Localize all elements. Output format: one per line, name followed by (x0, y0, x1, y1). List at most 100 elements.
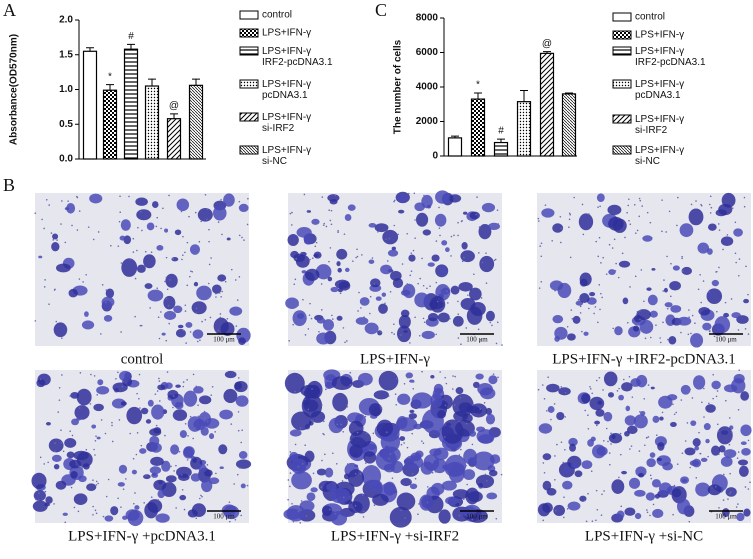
cell-dot (393, 323, 395, 325)
cell-cluster (430, 393, 443, 408)
cell-dot (568, 226, 570, 228)
cell-cluster (652, 415, 660, 423)
cell-cluster (105, 288, 115, 299)
cell-dot (178, 450, 181, 453)
cell-cluster (622, 297, 629, 305)
cell-dot (184, 304, 187, 307)
cell-cluster (542, 480, 552, 491)
cell-dot (95, 435, 97, 437)
cell-dot (289, 472, 292, 474)
cell-cluster (718, 445, 726, 453)
cell-dot (594, 306, 597, 308)
cell-cluster (96, 385, 110, 395)
cell-cluster (125, 509, 140, 521)
cell-dot (547, 424, 550, 427)
cell-cluster (183, 390, 198, 407)
cell-dot (582, 233, 585, 236)
cell-dot (744, 486, 747, 488)
cell-dot (394, 439, 397, 442)
cell-dot (426, 486, 429, 488)
scale-label: 100 μm (466, 513, 488, 521)
bar-annotation: @ (169, 100, 179, 111)
bar-annotation: @ (542, 38, 552, 49)
cell-cluster (165, 273, 178, 288)
cell-dot (454, 375, 456, 378)
cell-dot (691, 314, 694, 317)
y-tick-label: 6000 (416, 47, 439, 58)
cell-dot (175, 464, 177, 467)
cell-cluster (670, 421, 677, 428)
cell-dot (686, 422, 689, 424)
cell-dot (484, 473, 487, 476)
cell-cluster (121, 258, 138, 277)
cell-dot (414, 237, 416, 239)
cell-cluster (427, 262, 435, 267)
cell-dot (155, 424, 158, 427)
error-bar (192, 78, 200, 86)
cell-dot (198, 497, 201, 500)
cell-dot (299, 427, 302, 429)
cell-cluster (485, 413, 496, 425)
cell-dot (653, 418, 655, 420)
cell-dot (639, 318, 641, 321)
cell-cluster (448, 194, 462, 203)
cell-cluster (692, 458, 702, 468)
cell-dot (568, 218, 571, 221)
cell-cluster (368, 403, 383, 416)
legend-swatch (239, 145, 259, 155)
cell-cluster (86, 483, 97, 491)
cell-cluster (76, 417, 81, 421)
cell-dot (649, 514, 651, 517)
cell-dot (132, 457, 135, 460)
cell-cluster (700, 457, 708, 462)
cell-cluster (396, 492, 416, 511)
cell-dot (688, 316, 690, 318)
cell-dot (97, 231, 100, 233)
cell-dot (71, 434, 74, 437)
cell-dot (340, 423, 342, 426)
cell-dot (105, 301, 107, 304)
bar (561, 93, 577, 157)
cell-cluster (240, 483, 246, 489)
cell-dot (158, 380, 161, 382)
cell-dot (639, 410, 641, 413)
cell-cluster (578, 213, 594, 231)
legend-label: control (262, 10, 292, 21)
cell-dot (138, 397, 140, 400)
cell-dot (703, 489, 705, 492)
legend-label: LPS+IFN-γ si-NC (262, 145, 311, 167)
cell-dot (330, 223, 333, 226)
cell-dot (708, 291, 710, 293)
cell-dot (641, 376, 644, 379)
cell-dot (325, 388, 327, 391)
cell-dot (627, 204, 629, 207)
cell-dot (92, 479, 94, 481)
cell-dot (709, 195, 712, 198)
cell-dot (192, 437, 194, 440)
cell-cluster (213, 205, 227, 221)
cell-dot (460, 488, 463, 491)
cell-dot (198, 240, 201, 243)
bar (493, 141, 509, 157)
cell-dot (197, 387, 200, 390)
cell-dot (162, 207, 164, 210)
cell-dot (667, 315, 669, 318)
cell-dot (447, 294, 450, 296)
cell-dot (141, 516, 144, 519)
cell-dot (121, 380, 124, 383)
cell-cluster (440, 267, 447, 276)
cell-cluster (408, 413, 418, 419)
cell-dot (412, 249, 415, 252)
cell-dot (584, 499, 586, 502)
cell-cluster (218, 444, 228, 455)
legend-label: LPS+IFN-γ pcDNA3.1 (262, 79, 311, 101)
cell-dot (105, 289, 108, 291)
cell-dot (305, 466, 308, 468)
cell-dot (289, 485, 291, 488)
cell-cluster (378, 303, 388, 314)
cell-cluster (740, 424, 752, 437)
cell-dot (241, 236, 243, 239)
cell-cluster (558, 387, 571, 396)
cell-dot (65, 465, 67, 468)
cell-dot (728, 443, 731, 446)
